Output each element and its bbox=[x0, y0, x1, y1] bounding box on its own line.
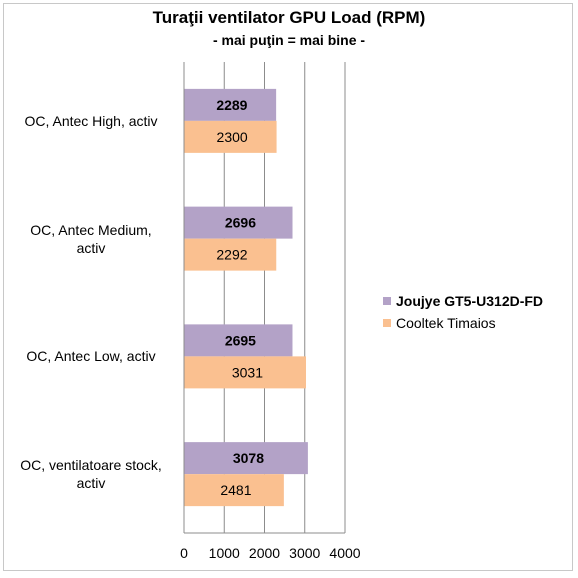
data-label: 2696 bbox=[225, 215, 256, 231]
category-label: OC, Antec Medium, activ bbox=[6, 221, 176, 257]
category-label-line: activ bbox=[76, 239, 106, 256]
data-label: 2481 bbox=[220, 482, 251, 498]
bar bbox=[184, 238, 277, 271]
bar bbox=[184, 474, 284, 507]
category-label-line: OC, Antec Medium, bbox=[30, 221, 152, 238]
x-tick-label: 4000 bbox=[329, 545, 360, 561]
data-label: 3078 bbox=[233, 450, 264, 466]
chart-subtitle: - mai puţin = mai bine - bbox=[212, 32, 366, 48]
legend-label-cooltek: Cooltek Timaios bbox=[396, 315, 496, 331]
category-label-line: OC, Antec High, activ bbox=[24, 112, 158, 129]
x-tick-label: 3000 bbox=[289, 545, 320, 561]
bar bbox=[184, 356, 306, 389]
legend-swatch-cooltek bbox=[383, 319, 391, 327]
legend: Joujye GT5-U312D-FD Cooltek Timaios bbox=[383, 290, 543, 334]
category-label-line: OC, ventilatoare stock, bbox=[20, 457, 162, 474]
x-tick-label: 2000 bbox=[249, 545, 280, 561]
category-label: OC, Antec Low, activ bbox=[6, 347, 176, 365]
chart-frame bbox=[3, 3, 573, 571]
data-label: 2695 bbox=[225, 332, 256, 348]
x-tick-label: 0 bbox=[180, 545, 188, 561]
legend-label-joujye: Joujye GT5-U312D-FD bbox=[396, 293, 544, 309]
category-label: OC, ventilatoare stock, activ bbox=[6, 456, 176, 492]
category-label-line: OC, Antec Low, activ bbox=[26, 348, 156, 365]
chart-title: Turaţii ventilator GPU Load (RPM) bbox=[152, 8, 426, 27]
data-label: 2300 bbox=[217, 129, 248, 145]
data-label: 3031 bbox=[232, 364, 263, 380]
legend-item-cooltek: Cooltek Timaios bbox=[383, 312, 543, 334]
bar bbox=[184, 442, 308, 475]
category-label: OC, Antec High, activ bbox=[6, 112, 176, 130]
category-label-line: activ bbox=[76, 475, 106, 492]
bar bbox=[184, 324, 293, 357]
x-tick-label: 1000 bbox=[209, 545, 240, 561]
data-label: 2292 bbox=[216, 247, 247, 263]
bar bbox=[184, 120, 277, 153]
bar bbox=[184, 88, 277, 121]
bar bbox=[184, 206, 293, 239]
legend-swatch-joujye bbox=[383, 297, 391, 305]
data-label: 2289 bbox=[216, 97, 247, 113]
legend-item-joujye: Joujye GT5-U312D-FD bbox=[383, 290, 543, 312]
